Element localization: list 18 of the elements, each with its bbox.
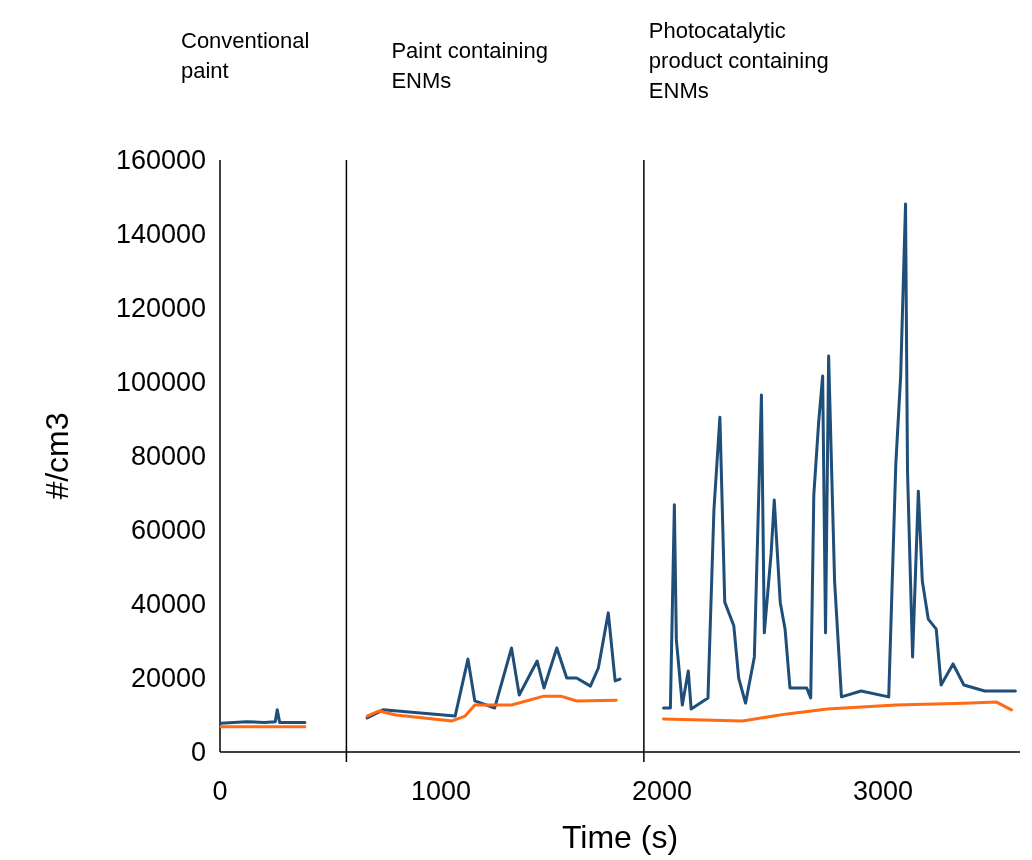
y-tick-label: 60000: [130, 515, 206, 546]
y-tick-label: 140000: [115, 219, 206, 250]
x-tick-label: 1000: [410, 776, 472, 806]
text: Conventional paint: [181, 28, 310, 83]
y-tick-label: 160000: [115, 145, 206, 176]
x-tick-label: 3000: [852, 776, 914, 806]
x-axis-title: Time (s): [561, 819, 679, 855]
y-tick-label: 40000: [130, 589, 206, 620]
y-tick-label: 100000: [115, 367, 206, 398]
x-tick-label: 2000: [631, 776, 693, 806]
y-tick-label: 80000: [130, 441, 206, 472]
text: Photocatalytic product containing ENMs: [648, 18, 829, 103]
y-tick-label: 20000: [130, 663, 206, 694]
y-tick-label: 0: [190, 737, 206, 768]
y-tick-label: 120000: [115, 293, 206, 324]
x-tick-label: 0: [212, 776, 228, 806]
y-axis-title: #/cm3: [39, 412, 75, 500]
text: Paint containing ENMs: [391, 38, 548, 93]
